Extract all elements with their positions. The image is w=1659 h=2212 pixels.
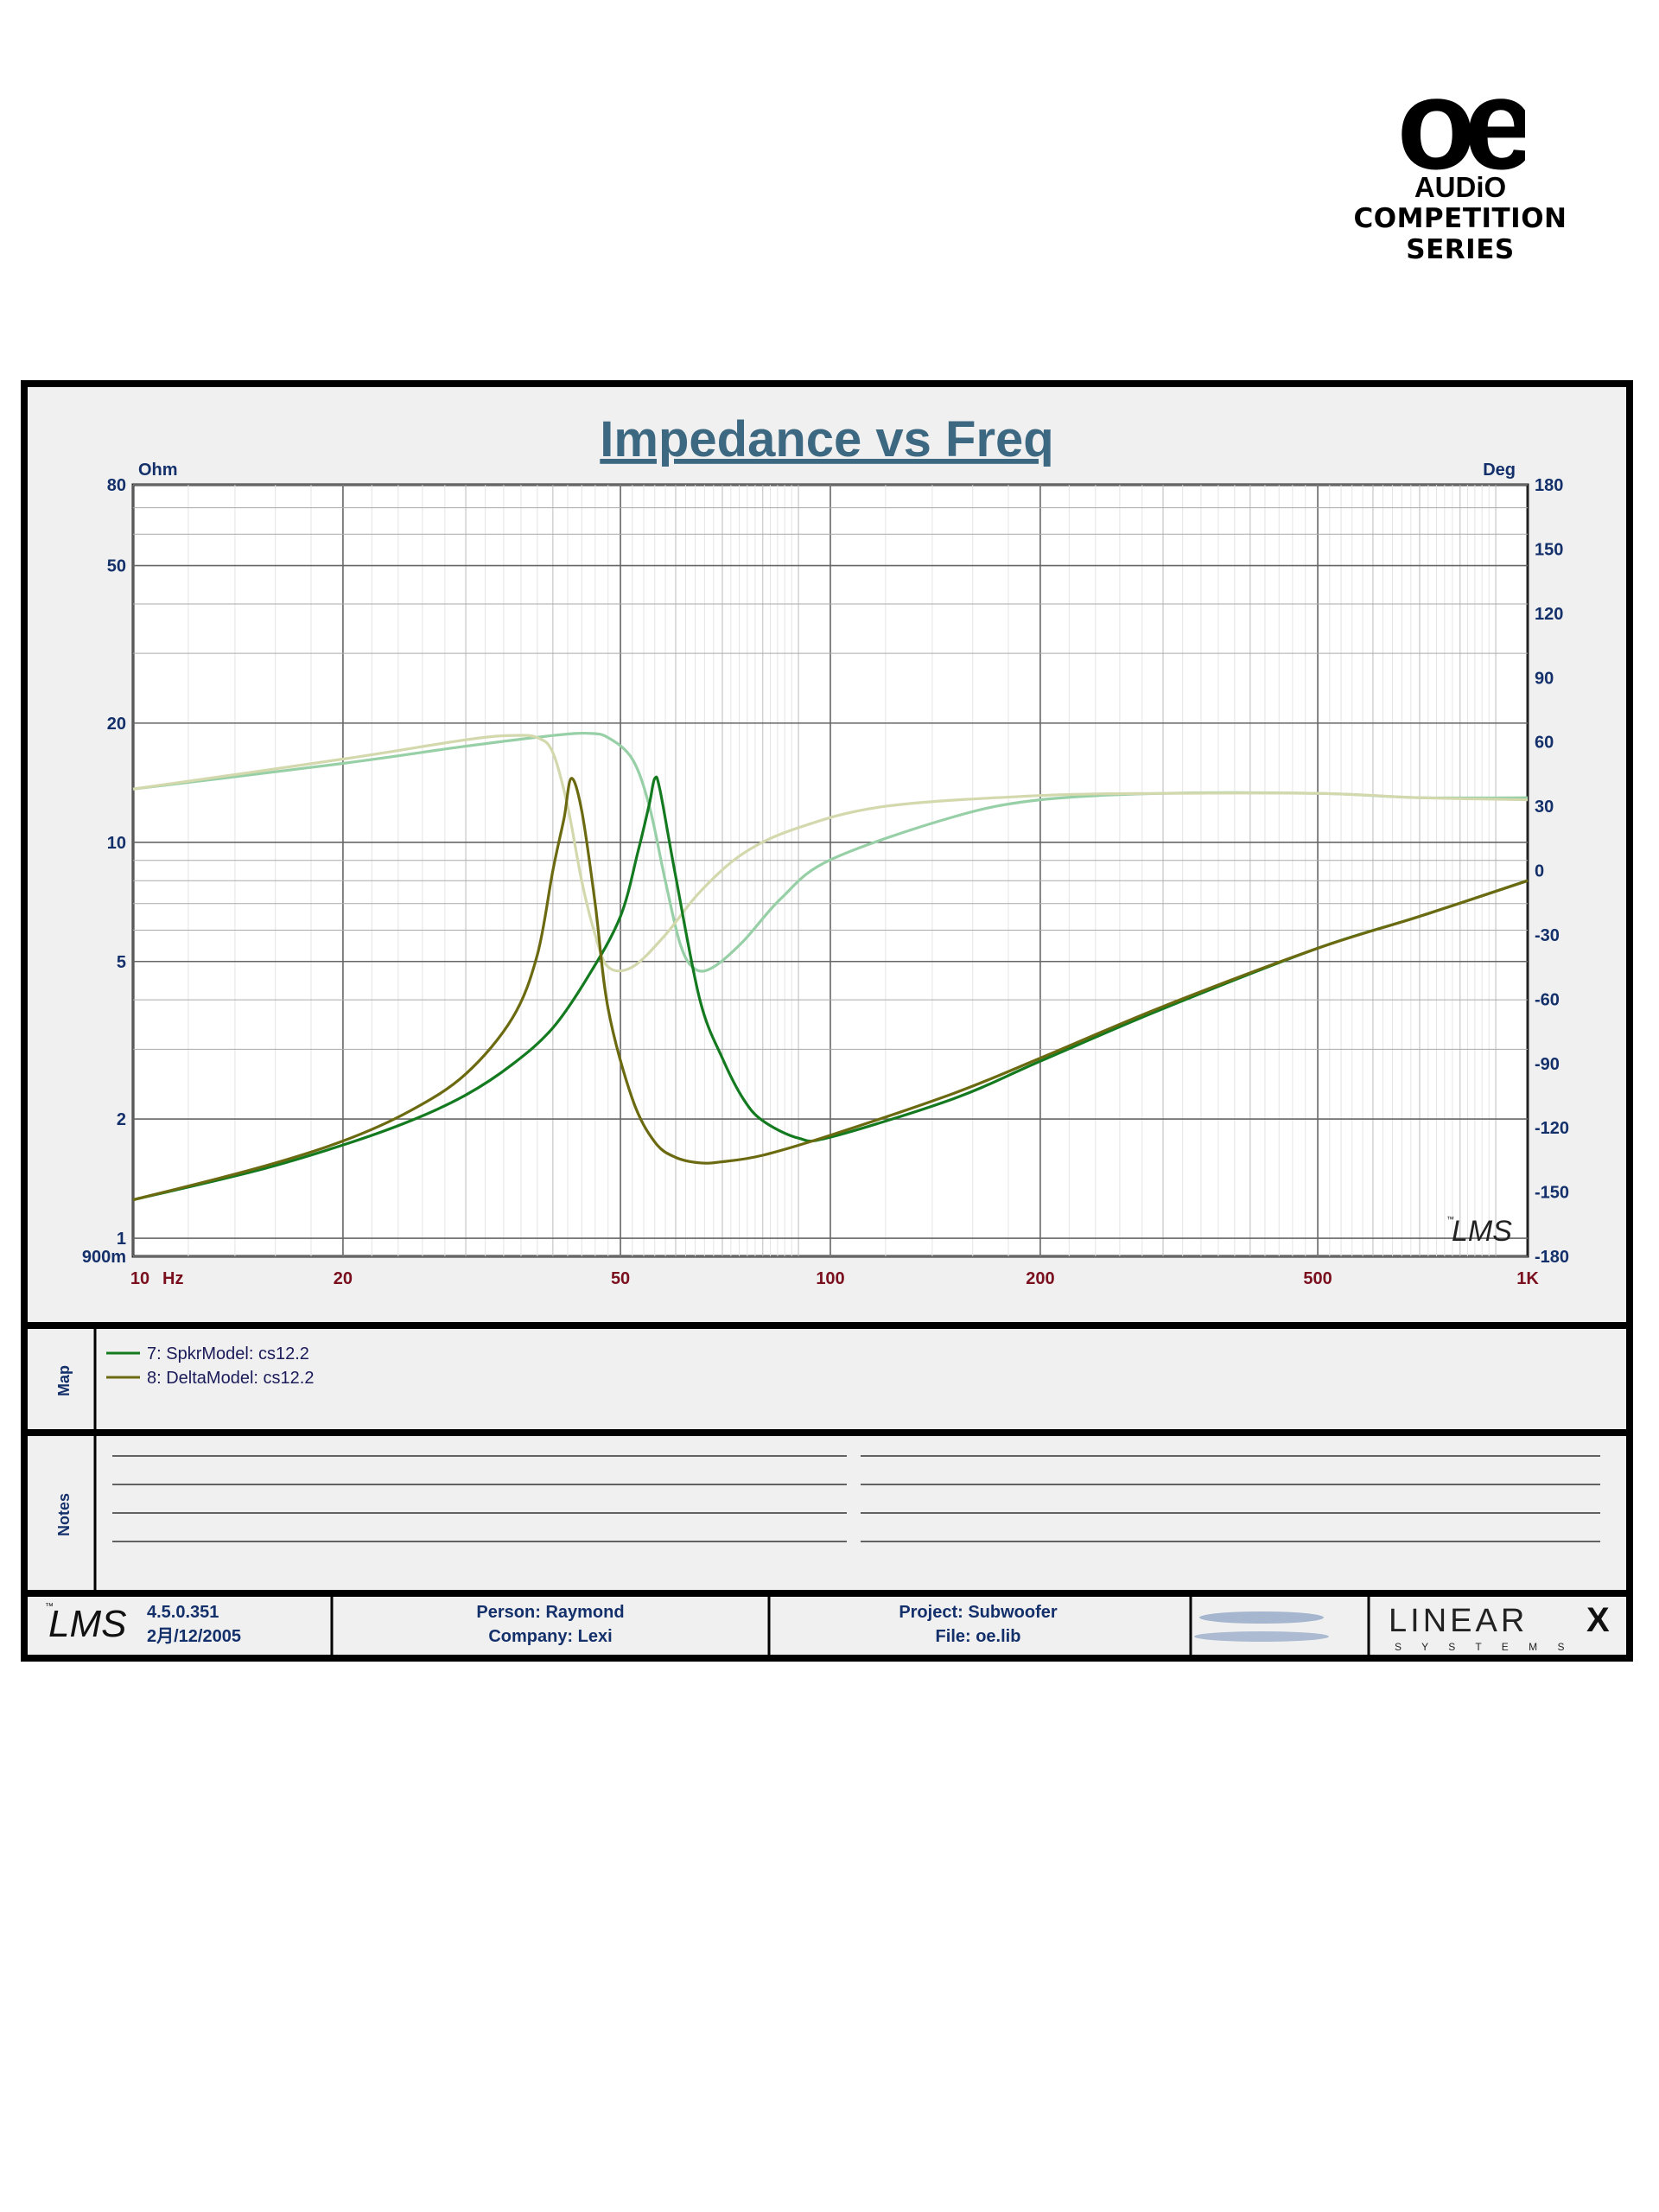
svg-text:LMS: LMS [48,1603,126,1645]
y2-tick-label: 0 [1535,862,1544,881]
linearx-logo: LINEAR X S Y S T E M S [1389,1601,1610,1653]
svg-text:S Y S T E M S: S Y S T E M S [1395,1641,1573,1653]
report-panel: Impedance vs Freq Ohm Deg Hz 80 50 20 10 5 2 1… [21,380,1633,1662]
x-tick-label: 100 [816,1269,844,1288]
logo-sub: AUDiO [1414,171,1506,203]
map-side-label: Map [55,1365,73,1396]
oe-audio-logo: oe AUDiO [1396,73,1525,203]
impedance-curve-8 [132,777,1529,1202]
y2-tick-label: -90 [1535,1055,1560,1074]
svg-text:™: ™ [45,1602,54,1611]
x-tick-label: 10 [130,1269,149,1288]
svg-text:LINEAR: LINEAR [1389,1603,1528,1639]
y2-tick-label: 120 [1535,605,1563,624]
series-line-2: SERIES [1406,234,1515,265]
y2-tick-label: -30 [1535,926,1560,945]
x-tick-label: 500 [1303,1269,1332,1288]
footer-lms-logo: LMS ™ [45,1602,126,1645]
notes-side-label: Notes [55,1493,73,1536]
svg-text:™: ™ [1446,1215,1454,1224]
map-legend: 7: SpkrModel: cs12.2 8: DeltaModel: cs12… [106,1344,314,1388]
svg-text:X: X [1586,1601,1610,1639]
right-unit-label: Deg [1483,461,1516,480]
y-tick-label: 900m [82,1248,126,1267]
y-tick-label: 80 [107,476,126,495]
lms-watermark: LMS ™ [1446,1215,1512,1248]
svg-text:LMS: LMS [1452,1215,1512,1248]
y2-tick-label: -60 [1535,990,1560,1009]
x-tick-label: 50 [611,1269,630,1288]
footer-file: File: oe.lib [936,1627,1021,1646]
chart-title: Impedance vs Freq [600,411,1053,467]
y2-tick-label: 30 [1535,798,1554,817]
report-sheet: Impedance vs Freq Ohm Deg Hz 80502010521… [28,411,1626,1655]
y-tick-label: 20 [107,715,126,734]
footer-version: 4.5.0.351 [147,1603,219,1622]
y-tick-label: 2 [117,1110,126,1129]
x-tick-label: 1K [1516,1269,1539,1288]
legend-item-8: 8: DeltaModel: cs12.2 [147,1369,314,1388]
impedance-curve-7 [132,775,1529,1202]
y2-tick-label: 150 [1535,540,1563,559]
y-tick-label: 1 [117,1230,126,1249]
grid [132,484,1528,1257]
left-unit-label: Ohm [138,461,178,480]
y2-tick-label: 90 [1535,669,1554,688]
series-line-1: COMPETITION [1353,203,1567,234]
y2-tick-label: -180 [1535,1248,1569,1267]
notes-lines [112,1455,1600,1542]
footer-date: 2月/12/2005 [147,1627,241,1646]
footer-company: Company: Lexi [488,1627,612,1646]
footer-person: Person: Raymond [476,1603,624,1622]
footer-blurred-logo [1194,1611,1329,1642]
footer-project: Project: Subwoofer [899,1603,1058,1622]
y2-tick-label: 180 [1535,476,1563,495]
y-tick-label: 10 [107,834,126,853]
x-tick-label: 20 [334,1269,353,1288]
curves [132,731,1529,1202]
y2-tick-label: -120 [1535,1119,1569,1138]
x-tick-label: 200 [1026,1269,1054,1288]
y2-tick-label: 60 [1535,734,1554,753]
y-tick-label: 50 [107,557,126,576]
phase-curve-8 [132,734,1529,973]
x-unit-label: Hz [162,1269,183,1288]
y2-tick-label: -150 [1535,1184,1569,1203]
brand-logo: oe AUDiO COMPETITION SERIES [1322,73,1599,265]
y-tick-label: 5 [117,953,126,972]
legend-item-7: 7: SpkrModel: cs12.2 [147,1344,309,1363]
